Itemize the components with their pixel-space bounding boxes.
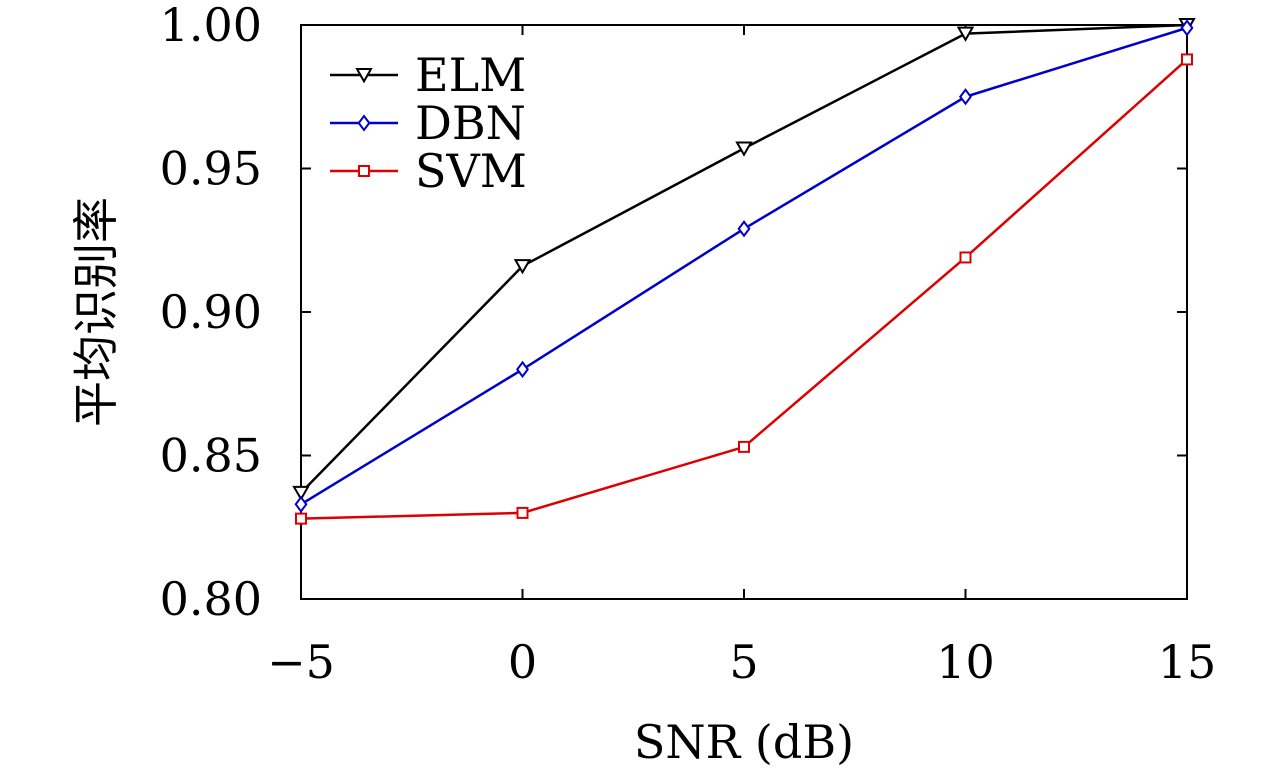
data-point-svm: [959, 251, 972, 264]
legend-marker-svm: [358, 165, 370, 177]
x-tick-label: 0: [508, 635, 537, 689]
legend-label-svm: SVM: [415, 144, 527, 198]
data-point-svm: [295, 512, 307, 525]
y-tick-label: 1.00: [160, 0, 262, 52]
data-point-svm: [738, 440, 750, 453]
x-axis-label: SNR (dB): [634, 715, 854, 769]
legend-marker-dbn: [357, 114, 371, 132]
x-tick-label: 5: [729, 635, 758, 689]
x-tick-label: 10: [936, 635, 995, 689]
series-markers: [292, 18, 1196, 525]
data-point-dbn: [959, 88, 972, 106]
data-point-svm: [516, 506, 529, 519]
data-point-elm: [956, 26, 975, 42]
data-point-elm: [735, 141, 753, 157]
y-tick-label: 0.95: [160, 142, 262, 196]
y-axis-label: 平均识别率: [69, 197, 123, 427]
data-point-dbn: [516, 360, 529, 379]
data-point-dbn: [737, 220, 751, 238]
data-point-dbn: [294, 495, 308, 513]
data-point-dbn: [1180, 19, 1194, 37]
y-tick-label: 0.90: [160, 285, 262, 339]
y-tick-label: 0.85: [160, 429, 262, 483]
data-point-elm: [292, 485, 310, 502]
y-tick-label: 0.80: [160, 572, 262, 626]
data-point-elm: [513, 259, 532, 275]
x-tick-label: 15: [1158, 635, 1217, 689]
tick-labels: −5 0 5 10 15 0.80 0.85 0.90 0.95 1.00: [160, 0, 1217, 689]
legend-label-dbn: DBN: [415, 96, 526, 150]
data-point-svm: [1181, 53, 1193, 66]
legend-label-elm: ELM: [415, 48, 526, 102]
legend-marker-elm: [355, 68, 373, 84]
x-tick-label: −5: [267, 635, 335, 689]
